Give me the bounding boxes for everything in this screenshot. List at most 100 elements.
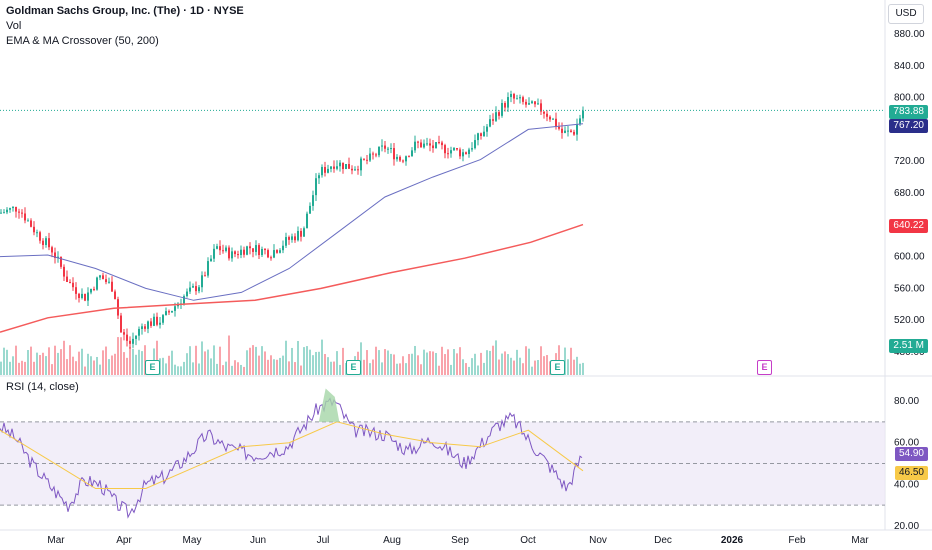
candle-body bbox=[375, 154, 377, 156]
candle-body bbox=[312, 195, 314, 206]
volume-bar bbox=[294, 362, 296, 375]
candle-body bbox=[387, 148, 389, 150]
candle-body bbox=[468, 149, 470, 154]
volume-bar bbox=[222, 365, 224, 375]
candle-body bbox=[501, 103, 503, 116]
candle-body bbox=[102, 275, 104, 280]
rsi-legend[interactable]: RSI (14, close) bbox=[6, 381, 79, 393]
candle-body bbox=[81, 293, 83, 298]
volume-bar bbox=[531, 366, 533, 375]
candle-body bbox=[558, 126, 560, 129]
time-tick-label: Aug bbox=[383, 535, 401, 546]
currency-button[interactable]: USD bbox=[888, 4, 924, 24]
candle-body bbox=[222, 250, 224, 252]
candle-body bbox=[270, 257, 272, 259]
volume-bar bbox=[420, 364, 422, 375]
volume-bar bbox=[117, 337, 119, 375]
candle-body bbox=[159, 322, 161, 325]
candle-body bbox=[72, 282, 74, 288]
symbol-title[interactable]: Goldman Sachs Group, Inc. (The) · 1D · N… bbox=[6, 5, 244, 17]
indicator-legend[interactable]: EMA & MA Crossover (50, 200) bbox=[6, 35, 159, 47]
candle-body bbox=[42, 240, 44, 245]
volume-bar bbox=[216, 363, 218, 375]
volume-bar bbox=[429, 351, 431, 375]
candle-body bbox=[414, 141, 416, 151]
price-tick-label: 720.00 bbox=[894, 156, 925, 167]
volume-bar bbox=[324, 354, 326, 375]
volume-bar bbox=[171, 350, 173, 375]
price-tick-label: 840.00 bbox=[894, 61, 925, 72]
volume-bar bbox=[480, 352, 482, 375]
candle-body bbox=[0, 212, 2, 214]
chart-legend: Goldman Sachs Group, Inc. (The) · 1D · N… bbox=[6, 4, 244, 49]
candle-body bbox=[150, 321, 152, 326]
candle-body bbox=[447, 153, 449, 155]
volume-bar bbox=[210, 358, 212, 375]
candle-body bbox=[384, 145, 386, 149]
volume-bar bbox=[366, 350, 368, 375]
volume-bar bbox=[126, 357, 128, 375]
candle-body bbox=[294, 236, 296, 241]
volume-bar bbox=[384, 349, 386, 375]
candle-body bbox=[354, 169, 356, 171]
candle-body bbox=[570, 130, 572, 132]
candle-body bbox=[318, 175, 320, 179]
candle-body bbox=[552, 118, 554, 120]
candle-body bbox=[45, 238, 47, 245]
volume-bar bbox=[510, 357, 512, 375]
ma-value-tag: 640.22 bbox=[889, 219, 928, 233]
candle-body bbox=[429, 143, 431, 146]
volume-bar bbox=[270, 355, 272, 375]
candle-body bbox=[426, 143, 428, 145]
volume-bar bbox=[282, 355, 284, 375]
candle-body bbox=[69, 282, 71, 284]
candle-body bbox=[537, 103, 539, 105]
volume-value-tag: 2.51 M bbox=[889, 339, 928, 353]
volume-bar bbox=[177, 366, 179, 375]
time-tick-label: May bbox=[183, 535, 202, 546]
candle-body bbox=[120, 315, 122, 333]
candle-body bbox=[549, 116, 551, 120]
candle-body bbox=[195, 286, 197, 292]
volume-bar bbox=[237, 362, 239, 375]
last-price-tag: 783.88 bbox=[889, 105, 928, 119]
volume-bar bbox=[318, 351, 320, 375]
volume-bar bbox=[441, 346, 443, 375]
candle-body bbox=[99, 275, 101, 278]
earnings-marker[interactable]: E bbox=[346, 360, 361, 375]
candle-body bbox=[66, 276, 68, 283]
volume-bar bbox=[99, 364, 101, 375]
volume-bar bbox=[330, 361, 332, 375]
candle-body bbox=[438, 142, 440, 144]
volume-bar bbox=[447, 349, 449, 375]
candle-body bbox=[210, 258, 212, 262]
candle-body bbox=[186, 291, 188, 297]
volume-bar bbox=[51, 364, 53, 375]
candle-body bbox=[33, 226, 35, 233]
earnings-marker[interactable]: E bbox=[550, 360, 565, 375]
volume-bar bbox=[387, 350, 389, 375]
volume-bar bbox=[534, 360, 536, 375]
volume-legend[interactable]: Vol bbox=[6, 20, 22, 32]
volume-bar bbox=[501, 353, 503, 375]
candle-body bbox=[231, 251, 233, 259]
earnings-marker[interactable]: E bbox=[145, 360, 160, 375]
volume-bar bbox=[579, 363, 581, 375]
candle-body bbox=[303, 228, 305, 237]
candle-body bbox=[240, 249, 242, 256]
candle-body bbox=[48, 238, 50, 248]
volume-bar bbox=[375, 346, 377, 375]
volume-bar bbox=[402, 356, 404, 375]
volume-bar bbox=[87, 353, 89, 375]
candle-body bbox=[84, 293, 86, 301]
candle-body bbox=[507, 97, 509, 108]
candle-body bbox=[105, 279, 107, 283]
volume-bar bbox=[240, 364, 242, 375]
rsi-tick-label: 80.00 bbox=[894, 396, 919, 407]
earnings-marker-upcoming[interactable]: E bbox=[757, 360, 772, 375]
price-tick-label: 520.00 bbox=[894, 315, 925, 326]
candle-body bbox=[111, 281, 113, 292]
candle-body bbox=[513, 94, 515, 99]
